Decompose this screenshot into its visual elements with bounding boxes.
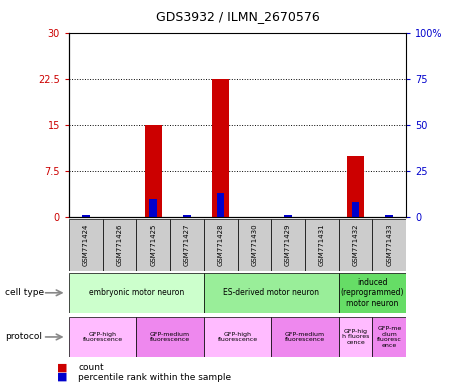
Bar	[339, 219, 372, 271]
Text: GSM771432: GSM771432	[352, 223, 359, 266]
Bar	[204, 273, 339, 313]
Bar	[352, 202, 359, 217]
Text: GSM771426: GSM771426	[116, 223, 123, 266]
Bar	[339, 273, 406, 313]
Bar	[183, 215, 190, 217]
Bar	[170, 219, 204, 271]
Bar	[82, 215, 89, 217]
Bar	[372, 317, 406, 357]
Bar	[145, 125, 162, 217]
Text: embryonic motor neuron: embryonic motor neuron	[89, 288, 184, 297]
Bar	[217, 193, 224, 217]
Bar	[238, 219, 271, 271]
Text: GSM771431: GSM771431	[319, 223, 325, 266]
Text: GSM771425: GSM771425	[150, 223, 156, 266]
Text: GSM771433: GSM771433	[386, 223, 392, 266]
Bar	[204, 219, 238, 271]
Text: GDS3932 / ILMN_2670576: GDS3932 / ILMN_2670576	[156, 10, 319, 23]
Bar	[271, 219, 305, 271]
Text: GFP-me
dium
fluoresc
ence: GFP-me dium fluoresc ence	[377, 326, 402, 348]
Bar	[204, 317, 271, 357]
Text: GSM771428: GSM771428	[218, 223, 224, 266]
Bar	[103, 219, 136, 271]
Bar	[69, 317, 136, 357]
Text: GSM771427: GSM771427	[184, 223, 190, 266]
Text: count: count	[78, 363, 104, 372]
Bar	[136, 317, 204, 357]
Text: GFP-medium
fluorescence: GFP-medium fluorescence	[150, 331, 190, 343]
Text: ■: ■	[57, 372, 67, 382]
Bar	[285, 215, 292, 217]
Bar	[69, 219, 103, 271]
Text: ■: ■	[57, 362, 67, 372]
Bar	[271, 317, 339, 357]
Bar	[69, 273, 204, 313]
Text: percentile rank within the sample: percentile rank within the sample	[78, 372, 231, 382]
Bar	[150, 199, 157, 217]
Bar	[347, 156, 364, 217]
Text: GSM771424: GSM771424	[83, 223, 89, 266]
Text: GSM771429: GSM771429	[285, 223, 291, 266]
Text: ES-derived motor neuron: ES-derived motor neuron	[223, 288, 319, 297]
Text: GFP-medium
fluorescence: GFP-medium fluorescence	[285, 331, 325, 343]
Text: GSM771430: GSM771430	[251, 223, 257, 266]
Bar	[386, 215, 393, 217]
Text: induced
(reprogrammed)
motor neuron: induced (reprogrammed) motor neuron	[341, 278, 404, 308]
Text: protocol: protocol	[5, 333, 42, 341]
Text: cell type: cell type	[5, 288, 44, 297]
Text: GFP-hig
h fluores
cence: GFP-hig h fluores cence	[342, 329, 369, 345]
Text: GFP-high
fluorescence: GFP-high fluorescence	[218, 331, 257, 343]
Bar	[305, 219, 339, 271]
Bar	[339, 317, 372, 357]
Bar	[372, 219, 406, 271]
Bar	[212, 79, 229, 217]
Text: GFP-high
fluorescence: GFP-high fluorescence	[83, 331, 123, 343]
Bar	[136, 219, 170, 271]
